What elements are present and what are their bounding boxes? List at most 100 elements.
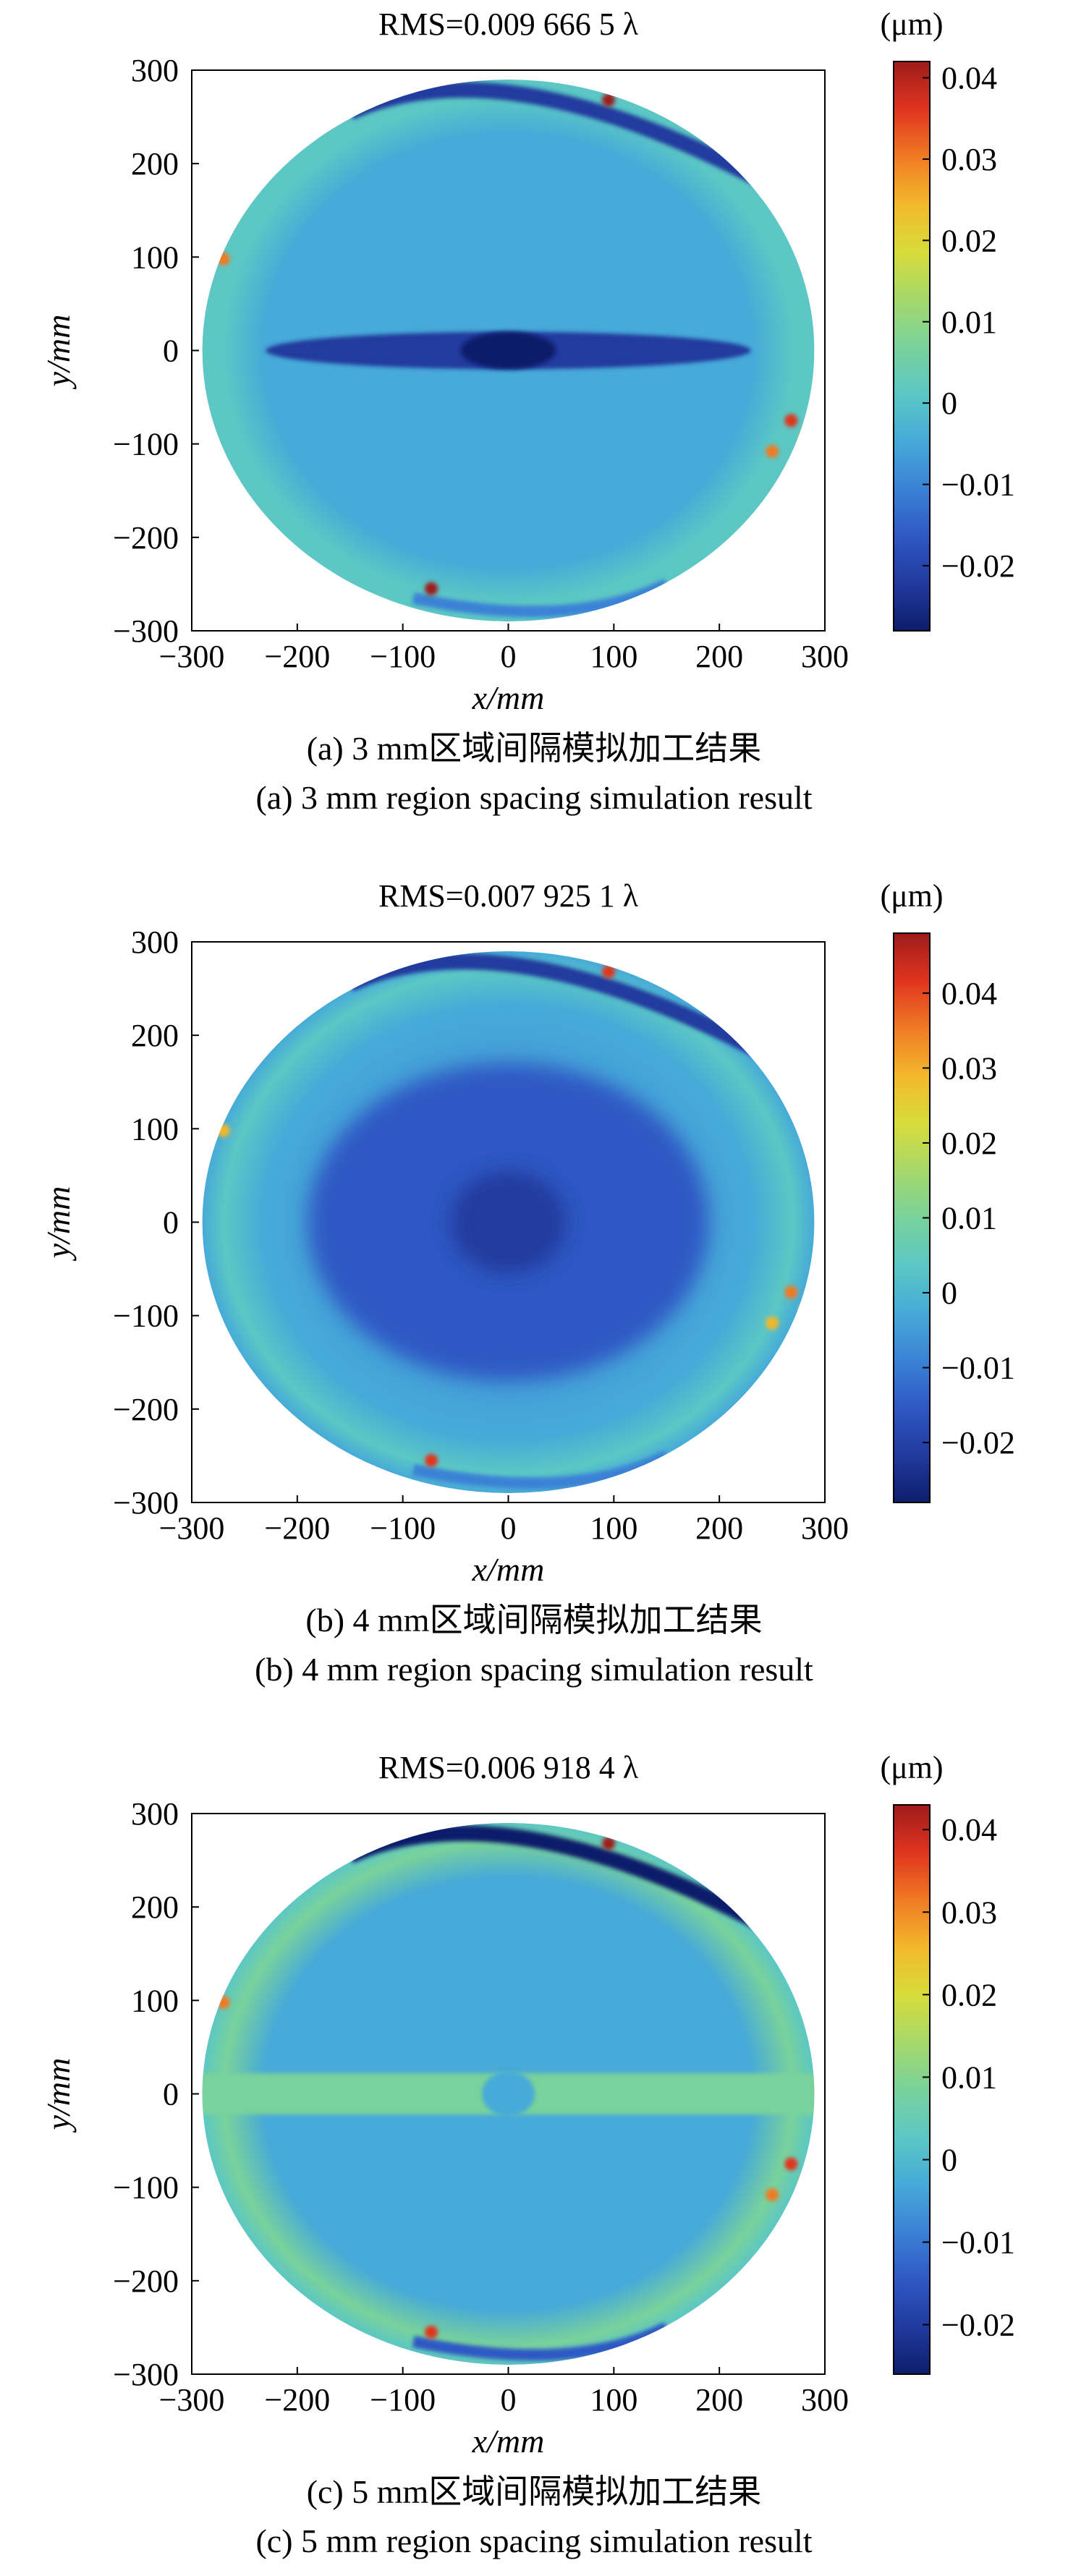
caption-cn: (c) 5 mm区域间隔模拟加工结果 [307,2473,762,2510]
y-axis-label: y/mm [40,315,77,390]
colorbar-tick-label: 0.04 [941,976,997,1011]
y-tick-label: 200 [131,1890,179,1925]
x-tick-label: −200 [264,1510,330,1546]
x-tick-label: 100 [590,1510,637,1546]
y-tick-label: 200 [131,1018,179,1053]
x-tick-label: 0 [501,2382,517,2418]
surface-map [202,1822,815,2365]
y-tick-label: −100 [113,427,179,462]
hot-spot [602,965,616,979]
panel-b: −300 −200 −100 0 100 200 300 300 200 100 0 −100 −200… [40,878,1015,1688]
colorbar-tick-label: 0.04 [941,60,997,95]
panel-c: −300 −200 −100 0 100 200 300 300 200 100 0 −100 −200… [40,1750,1015,2559]
panel-a: −300 −200 −100 0 100 200 300 300 200 100 0 −100 −200… [40,7,1015,816]
hot-spot [784,414,798,428]
colorbar-tick-label: 0 [941,2142,957,2177]
caption-cn: (b) 4 mm区域间隔模拟加工结果 [305,1602,762,1638]
caption-en: (c) 5 mm region spacing simulation resul… [255,2522,812,2559]
caption-en: (a) 3 mm region spacing simulation resul… [255,779,812,816]
colorbar-tick-label: 0.03 [941,1050,997,1086]
x-tick-label: 200 [695,639,743,674]
hot-spot [766,445,779,458]
colorbar-tick-label: −0.01 [941,2225,1015,2261]
colorbar-tick-label: 0 [941,1275,957,1311]
colorbar-tick-label: −0.02 [941,1425,1015,1461]
x-tick-label: −300 [159,2382,225,2418]
colorbar-tick-label: −0.02 [941,548,1015,584]
hot-spot [799,2174,813,2188]
x-tick-label: 300 [801,1510,849,1546]
hot-spot [425,582,438,595]
colorbar-tick-label: 0.03 [941,1895,997,1930]
y-tick-label: 100 [131,1111,179,1147]
y-tick-label: 300 [131,924,179,960]
colorbar-tick-label: 0.03 [941,142,997,177]
hot-spot [766,2188,779,2201]
hot-spot [216,1123,230,1137]
y-axis-label: y/mm [40,1186,77,1262]
colorbar-unit-label: (μm) [880,1750,943,1785]
colorbar-tick-label: −0.01 [941,467,1015,503]
x-tick-label: −200 [264,2382,330,2418]
caption-cn: (a) 3 mm区域间隔模拟加工结果 [307,730,762,767]
colorbar-tick-label: 0.02 [941,1126,997,1161]
colorbar-tick-label: 0 [941,386,957,421]
y-tick-label: 300 [131,1796,179,1832]
chart-title: RMS=0.007 925 1 λ [378,878,639,914]
x-axis-label: x/mm [472,2423,545,2460]
chart-title: RMS=0.009 666 5 λ [378,7,639,42]
x-axis-label: x/mm [472,1551,545,1588]
hot-spot [784,2157,798,2171]
caption-en: (b) 4 mm region spacing simulation resul… [255,1651,813,1688]
y-tick-label: −200 [113,1392,179,1427]
chart-title: RMS=0.006 918 4 λ [378,1750,639,1785]
hot-spot [425,2325,438,2339]
colorbar [893,1804,931,2375]
hot-spot [784,1285,798,1299]
x-tick-label: 300 [801,639,849,674]
x-tick-label: −100 [370,1510,436,1546]
x-tick-label: 100 [590,639,637,674]
y-tick-label: −300 [113,1485,179,1521]
hot-spot [602,1837,616,1850]
colorbar-tick-label: 0.02 [941,1977,997,2012]
y-tick-label: −200 [113,2263,179,2299]
y-tick-label: −300 [113,613,179,649]
x-axis-label: x/mm [472,679,545,716]
colorbar-tick-label: 0.01 [941,2059,997,2095]
colorbar-tick-label: 0.02 [941,223,997,258]
colorbar-tick-label: −0.01 [941,1351,1015,1386]
surface-map [202,79,815,622]
y-tick-label: −200 [113,520,179,556]
colorbar-tick-label: 0.01 [941,305,997,340]
colorbar-unit-label: (μm) [880,878,943,914]
hot-spot [216,1995,230,2009]
y-tick-label: 300 [131,53,179,88]
x-tick-label: −300 [159,639,225,674]
hot-spot [799,430,813,444]
hot-spot [602,93,616,107]
colorbar [893,61,931,632]
y-tick-label: 0 [163,1205,179,1241]
x-tick-label: 200 [695,2382,743,2418]
colorbar-unit-label: (μm) [880,7,943,42]
colorbar-tick-label: −0.02 [941,2308,1015,2343]
hot-spot [799,1302,813,1316]
x-tick-label: 0 [501,639,517,674]
y-tick-label: −300 [113,2357,179,2392]
colorbar-tick-label: 0.04 [941,1812,997,1848]
y-tick-label: 100 [131,1983,179,2018]
hot-spot [766,1317,779,1330]
x-tick-label: −200 [264,639,330,674]
y-axis-label: y/mm [40,2058,77,2133]
hot-spot [216,252,230,265]
x-tick-label: −100 [370,2382,436,2418]
x-tick-label: 0 [501,1510,517,1546]
surface-map [202,951,815,1494]
x-tick-label: 200 [695,1510,743,1546]
x-tick-label: 300 [801,2382,849,2418]
hot-spot [425,1453,438,1467]
y-tick-label: 100 [131,239,179,275]
y-tick-label: 0 [163,2077,179,2112]
